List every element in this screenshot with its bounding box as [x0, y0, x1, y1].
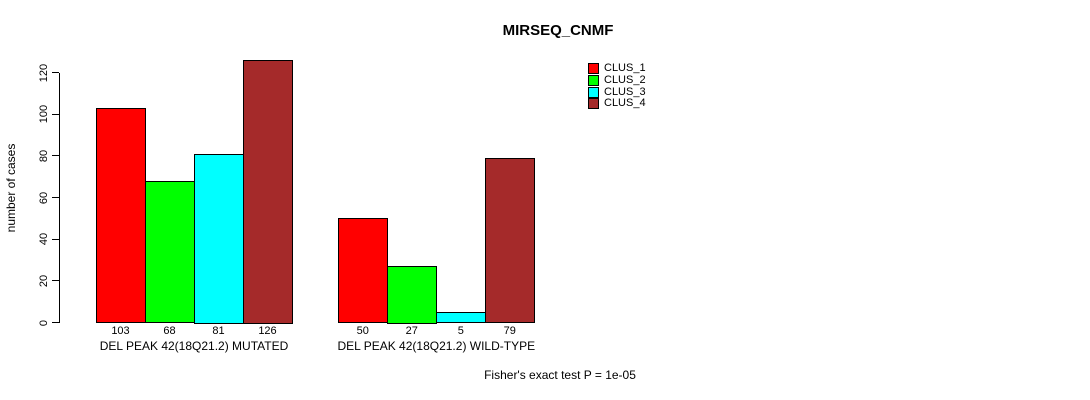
bar-value-label: 103: [111, 325, 130, 337]
bar-clus_3: [194, 153, 244, 324]
legend-row: CLUS_2: [588, 75, 646, 87]
y-axis-tick-label: 20: [38, 274, 50, 287]
y-axis-tick: [52, 238, 59, 240]
y-axis-tick-label: 0: [38, 319, 50, 326]
bar-value-label: 27: [405, 325, 418, 337]
bar-value-label: 79: [503, 325, 516, 337]
fisher-test-caption: Fisher's exact test P = 1e-05: [484, 368, 636, 382]
bar-value-label: 68: [163, 325, 176, 337]
bar-value-label: 126: [258, 325, 277, 337]
bar-clus_1: [96, 107, 146, 324]
bar-clus_3: [436, 312, 487, 324]
y-axis-tick-label: 80: [38, 149, 50, 162]
legend-label: CLUS_1: [604, 62, 646, 75]
y-axis-tick-label: 100: [38, 104, 50, 124]
bar-value-label: 50: [356, 325, 369, 337]
bar-clus_4: [243, 60, 293, 324]
legend-label: CLUS_4: [604, 97, 646, 110]
y-axis-tick-label: 40: [38, 233, 50, 246]
bar-value-label: 81: [212, 325, 225, 337]
legend-label: CLUS_3: [604, 85, 646, 98]
x-group-label: DEL PEAK 42(18Q21.2) MUTATED: [99, 339, 289, 353]
bar-value-label: 5: [457, 325, 464, 337]
y-axis-tick: [52, 322, 59, 323]
x-group-label: DEL PEAK 42(18Q21.2) WILD-TYPE: [337, 339, 536, 353]
y-axis-tick: [52, 155, 59, 157]
legend-swatch-icon: [588, 98, 599, 110]
y-axis-tick: [52, 72, 59, 73]
y-axis-line: [59, 72, 60, 323]
bar-clus_1: [338, 218, 389, 324]
legend-swatch-icon: [588, 75, 599, 87]
chart-title: MIRSEQ_CNMF: [502, 22, 614, 39]
legend-row: CLUS_4: [588, 98, 646, 110]
legend-row: CLUS_1: [588, 63, 646, 75]
y-axis-tick: [52, 113, 59, 115]
y-axis-label: number of cases: [4, 143, 18, 233]
legend-swatch-icon: [588, 86, 599, 98]
legend-label: CLUS_2: [604, 74, 646, 87]
y-axis-tick: [52, 197, 59, 198]
y-axis-tick: [52, 280, 59, 282]
legend: CLUS_1 CLUS_2 CLUS_3 CLUS_4: [588, 63, 646, 110]
legend-row: CLUS_3: [588, 86, 646, 98]
bar-clus_4: [485, 157, 536, 324]
bar-clus_2: [145, 180, 195, 324]
y-axis-tick-label: 120: [38, 63, 50, 82]
bar-clus_2: [387, 266, 438, 324]
y-axis-tick-label: 60: [38, 191, 50, 204]
legend-swatch-icon: [588, 63, 599, 75]
